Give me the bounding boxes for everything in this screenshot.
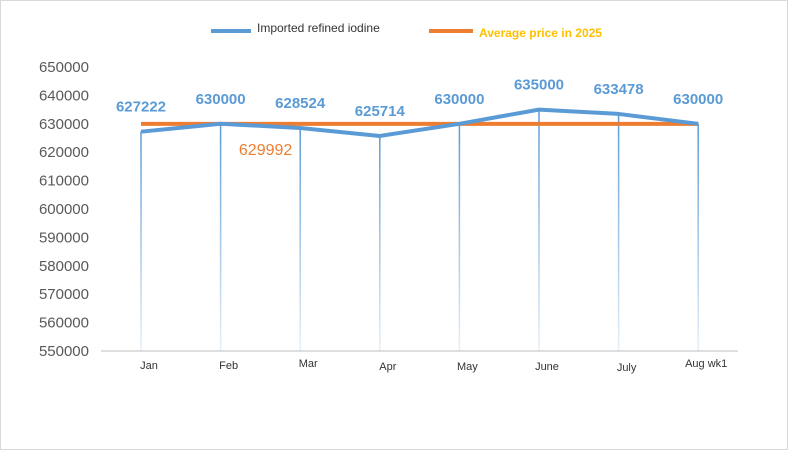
y-tick-label: 550000 xyxy=(39,343,89,360)
y-tick-label: 560000 xyxy=(39,315,89,332)
y-tick-label: 620000 xyxy=(39,144,89,161)
legend: Imported refined iodine Average price in… xyxy=(211,21,602,40)
y-tick-label: 610000 xyxy=(39,173,89,190)
x-tick-label: Mar xyxy=(299,358,318,370)
chart-frame: Imported refined iodine Average price in… xyxy=(0,0,788,450)
data-labels: 627222 630000 628524 625714 630000 635000 6334… xyxy=(116,77,723,159)
drop-line xyxy=(219,123,222,351)
x-tick-label: Jan xyxy=(140,360,158,372)
data-label: 628524 xyxy=(275,95,326,112)
y-tick-label: 590000 xyxy=(39,229,89,246)
y-tick-label: 600000 xyxy=(39,201,89,218)
average-value-label: 629992 xyxy=(239,142,292,159)
data-label: 630000 xyxy=(434,91,484,108)
legend-label-iodine: Imported refined iodine xyxy=(257,21,380,35)
drop-line xyxy=(617,113,620,351)
line-chart: Imported refined iodine Average price in… xyxy=(39,21,738,374)
drop-line xyxy=(299,127,301,351)
drop-line xyxy=(140,131,142,351)
y-tick-label: 570000 xyxy=(39,286,89,303)
iodine-series xyxy=(140,107,699,138)
x-tick-label: July xyxy=(617,362,637,374)
x-tick-label: May xyxy=(457,361,478,373)
data-label: 630000 xyxy=(196,91,246,108)
data-label: 627222 xyxy=(116,99,166,116)
drop-line xyxy=(697,123,699,351)
drop-lines xyxy=(140,109,699,351)
drop-line xyxy=(538,109,540,351)
legend-label-average: Average price in 2025 xyxy=(479,26,602,40)
x-tick-label: June xyxy=(535,361,559,373)
y-axis-ticks: 650000 640000 630000 620000 610000 600000 5900… xyxy=(39,59,89,360)
x-axis-ticks: Jan Feb Mar Apr May June July Aug wk1 xyxy=(140,358,727,374)
y-tick-label: 650000 xyxy=(39,59,89,76)
drop-line xyxy=(379,135,381,351)
data-label: 630000 xyxy=(673,91,723,108)
data-label: 633478 xyxy=(594,81,644,98)
x-tick-label: Aug wk1 xyxy=(685,358,727,370)
y-tick-label: 630000 xyxy=(39,116,89,133)
data-label: 635000 xyxy=(514,77,564,94)
iodine-price-line xyxy=(140,107,699,138)
y-tick-label: 580000 xyxy=(39,258,89,275)
drop-line xyxy=(458,123,461,351)
y-tick-label: 640000 xyxy=(39,87,89,104)
x-tick-label: Feb xyxy=(219,360,238,372)
x-tick-label: Apr xyxy=(379,361,396,373)
data-label: 625714 xyxy=(355,103,406,120)
